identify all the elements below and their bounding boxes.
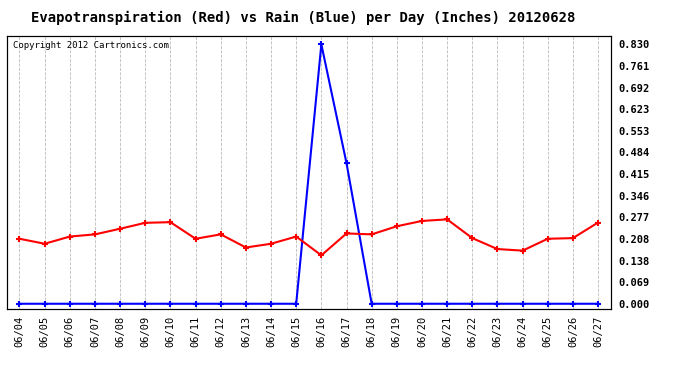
Text: Copyright 2012 Cartronics.com: Copyright 2012 Cartronics.com bbox=[13, 41, 169, 50]
Text: Evapotranspiration (Red) vs Rain (Blue) per Day (Inches) 20120628: Evapotranspiration (Red) vs Rain (Blue) … bbox=[32, 11, 575, 26]
